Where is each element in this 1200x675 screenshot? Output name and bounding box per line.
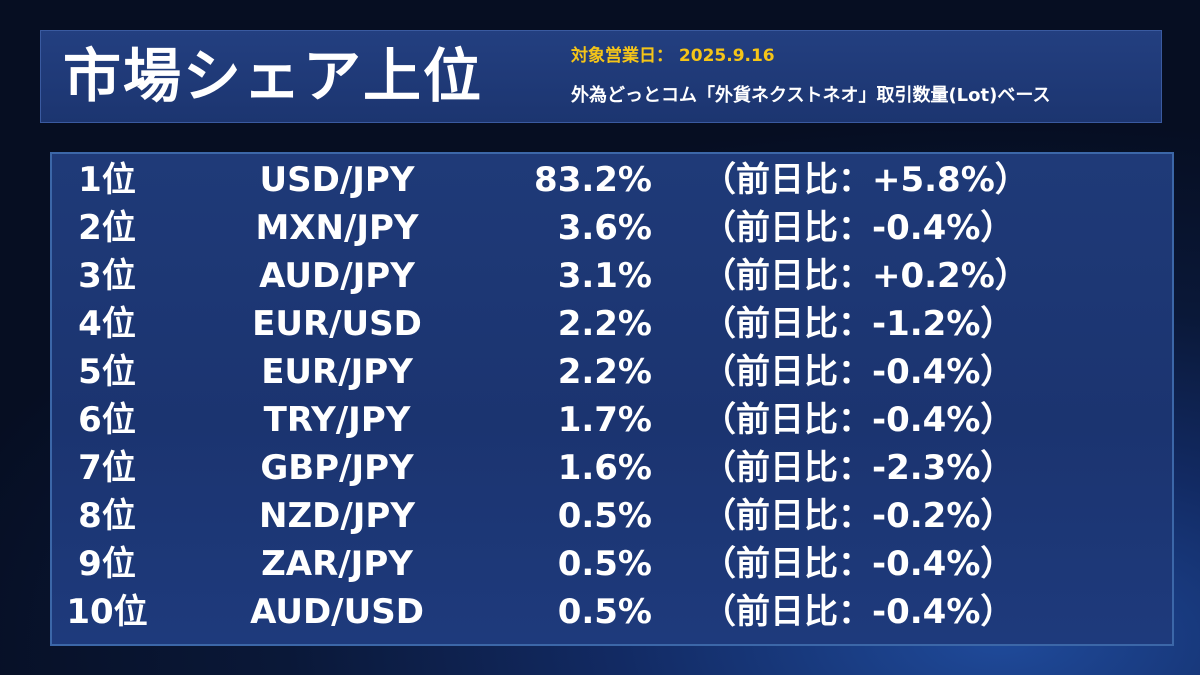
currency-pair-cell: ZAR/JPY (261, 544, 413, 584)
share-cell: 3.1% (557, 256, 652, 296)
change-cell: （前日比：-0.4%） (702, 592, 1015, 632)
table-row: 3位 AUD/JPY 3.1% （前日比：+0.2%） (52, 252, 1172, 300)
currency-pair-cell: AUD/JPY (259, 256, 415, 296)
rank-cell: 10位 (66, 592, 148, 632)
table-row: 9位 ZAR/JPY 0.5% （前日比：-0.4%） (52, 540, 1172, 588)
target-date: 対象営業日： 2025.9.16 (571, 46, 775, 66)
rank-cell: 8位 (78, 496, 136, 536)
share-cell: 0.5% (557, 592, 652, 632)
change-cell: （前日比：+5.8%） (702, 160, 1029, 200)
share-cell: 2.2% (557, 304, 652, 344)
change-cell: （前日比：-0.4%） (702, 352, 1015, 392)
currency-pair-cell: TRY/JPY (263, 400, 411, 440)
change-cell: （前日比：-1.2%） (702, 304, 1015, 344)
change-cell: （前日比：+0.2%） (702, 256, 1029, 296)
market-share-table: 1位 USD/JPY 83.2% （前日比：+5.8%） 2位 MXN/JPY … (50, 152, 1174, 646)
currency-pair-cell: NZD/JPY (259, 496, 415, 536)
table-row: 5位 EUR/JPY 2.2% （前日比：-0.4%） (52, 348, 1172, 396)
currency-pair-cell: AUD/USD (250, 592, 424, 632)
table-row: 8位 NZD/JPY 0.5% （前日比：-0.2%） (52, 492, 1172, 540)
currency-pair-cell: USD/JPY (259, 160, 415, 200)
currency-pair-cell: MXN/JPY (255, 208, 419, 248)
share-cell: 0.5% (557, 496, 652, 536)
share-cell: 1.6% (557, 448, 652, 488)
share-cell: 1.7% (557, 400, 652, 440)
share-cell: 0.5% (557, 544, 652, 584)
rank-cell: 7位 (78, 448, 136, 488)
rank-cell: 9位 (78, 544, 136, 584)
table-row: 7位 GBP/JPY 1.6% （前日比：-2.3%） (52, 444, 1172, 492)
rank-cell: 6位 (78, 400, 136, 440)
currency-pair-cell: GBP/JPY (260, 448, 414, 488)
title-banner: 市場シェア上位 対象営業日： 2025.9.16 外為どっとコム「外貨ネクストネ… (40, 30, 1162, 123)
data-basis-note: 外為どっとコム「外貨ネクストネオ」取引数量(Lot)ベース (571, 85, 1051, 106)
table-row: 6位 TRY/JPY 1.7% （前日比：-0.4%） (52, 396, 1172, 444)
share-cell: 3.6% (557, 208, 652, 248)
currency-pair-cell: EUR/JPY (261, 352, 413, 392)
rank-cell: 5位 (78, 352, 136, 392)
change-cell: （前日比：-0.4%） (702, 544, 1015, 584)
table-row: 10位 AUD/USD 0.5% （前日比：-0.4%） (52, 588, 1172, 636)
rank-cell: 1位 (78, 160, 136, 200)
change-cell: （前日比：-0.2%） (702, 496, 1015, 536)
share-cell: 2.2% (557, 352, 652, 392)
table-row: 2位 MXN/JPY 3.6% （前日比：-0.4%） (52, 204, 1172, 252)
share-cell: 83.2% (534, 160, 652, 200)
change-cell: （前日比：-2.3%） (702, 448, 1015, 488)
table-row: 4位 EUR/USD 2.2% （前日比：-1.2%） (52, 300, 1172, 348)
rank-cell: 2位 (78, 208, 136, 248)
table-row: 1位 USD/JPY 83.2% （前日比：+5.8%） (52, 156, 1172, 204)
page-title: 市場シェア上位 (63, 42, 484, 110)
currency-pair-cell: EUR/USD (252, 304, 422, 344)
change-cell: （前日比：-0.4%） (702, 208, 1015, 248)
change-cell: （前日比：-0.4%） (702, 400, 1015, 440)
rank-cell: 4位 (78, 304, 136, 344)
rank-cell: 3位 (78, 256, 136, 296)
